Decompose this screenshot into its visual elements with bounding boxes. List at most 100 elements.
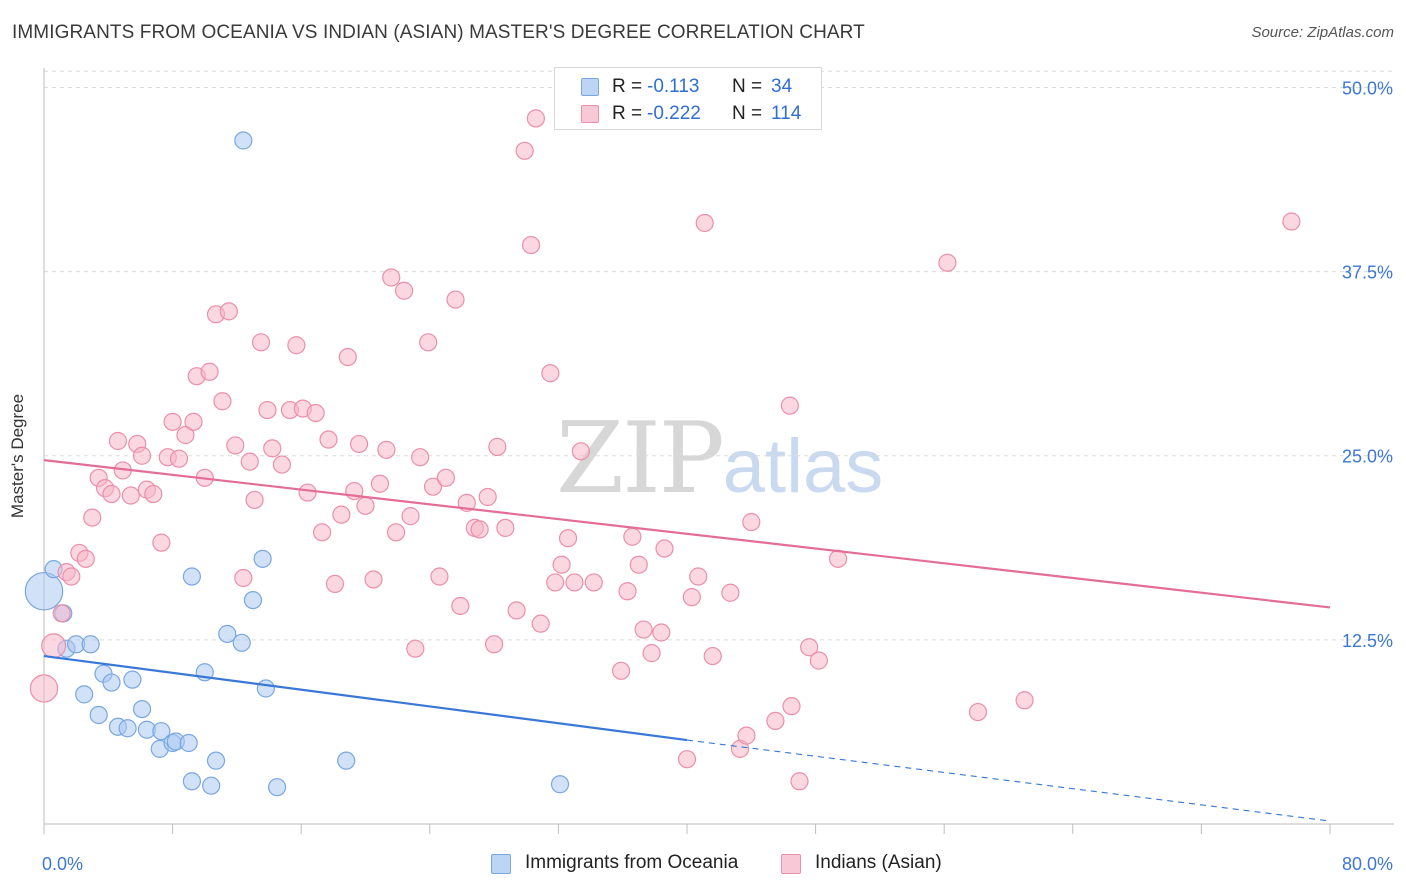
oceania-point (81, 635, 100, 654)
indian-point (515, 141, 534, 160)
oceania-point (182, 772, 201, 791)
indian-point (623, 527, 642, 546)
indian-point (423, 477, 443, 496)
oceania-point (253, 549, 272, 568)
indian-point (240, 452, 259, 471)
oceania-point (550, 775, 570, 794)
oceania-point (182, 567, 201, 586)
indian-point (558, 529, 578, 548)
indian-point (766, 711, 785, 730)
indian-point (102, 484, 121, 504)
legend-r-value: -0.113 (647, 76, 700, 97)
series-swatch-blue (491, 854, 511, 874)
legend-swatch-blue (581, 78, 599, 96)
indian-point (689, 567, 708, 586)
indian-point (169, 449, 189, 468)
axes (43, 68, 1394, 834)
oceania-point (206, 751, 226, 770)
series-label-indians: Indians (Asian) (815, 852, 942, 873)
oceania-trend-line (43, 654, 688, 742)
indian-point (132, 446, 152, 465)
indian-point (430, 567, 449, 586)
series-label-oceania: Immigrants from Oceania (525, 852, 739, 873)
indian-point (251, 333, 271, 352)
indian-point (419, 333, 438, 352)
x-tick-label: 80.0% (1342, 854, 1393, 874)
indian-point (968, 702, 988, 722)
x-tick-label: 0.0% (42, 854, 83, 874)
series-swatch-pink (781, 854, 801, 874)
indian-point (306, 403, 325, 423)
indian-point (332, 505, 351, 524)
indian-point (565, 573, 584, 592)
y-tick-label: 50.0% (1342, 78, 1393, 98)
legend-r-label: R = (612, 103, 643, 124)
indian-point (677, 750, 697, 769)
indian-point (121, 486, 140, 505)
oceania-point (24, 571, 64, 611)
oceania-point (89, 705, 108, 725)
data-points (24, 109, 1301, 797)
indian-point (394, 281, 414, 300)
oceania-point (337, 751, 356, 770)
indian-point (531, 614, 550, 633)
oceania-point (152, 722, 171, 741)
oceania-point (179, 733, 198, 753)
indian-point (29, 674, 59, 703)
oceania-point (102, 673, 121, 692)
indian-point (526, 109, 545, 128)
indian-point (695, 213, 714, 233)
oceania-point (75, 685, 94, 704)
indian-point (245, 490, 264, 510)
oceania-point (267, 778, 287, 797)
trend-lines (43, 459, 1331, 822)
oceania-point (256, 679, 275, 698)
indian-point (364, 570, 383, 589)
indian-point (780, 396, 799, 415)
indian-point (618, 582, 637, 601)
indian-point (703, 646, 722, 666)
legend-r-value: -0.222 (647, 103, 701, 124)
indian-point (737, 726, 756, 745)
indian-point (298, 483, 317, 502)
indian-point (790, 772, 809, 791)
indian-point (41, 633, 67, 659)
indian-point (629, 555, 648, 574)
oceania-point (132, 699, 152, 719)
oceania-point (118, 719, 137, 738)
indian-point (682, 588, 701, 607)
legend-n-value: 34 (771, 76, 793, 97)
indian-point (338, 347, 357, 367)
indian-point (742, 512, 761, 532)
indian-point (152, 533, 171, 552)
indian-point (655, 539, 674, 558)
indian-point (571, 442, 591, 461)
indian-point (213, 392, 232, 411)
legend-r-label: R = (612, 76, 643, 97)
tick-labels: 12.5% 25.0% 37.5% 50.0% 0.0% 80.0% (42, 78, 1393, 874)
indian-point (552, 555, 571, 574)
indian-point (584, 573, 603, 592)
indian-point (546, 573, 565, 592)
indian-point (234, 568, 253, 588)
indian-point (312, 523, 332, 542)
indian-point (83, 508, 102, 527)
oceania-point (218, 624, 237, 644)
indian-point (287, 336, 306, 355)
indian-point (319, 430, 338, 449)
indian-point (541, 364, 560, 383)
indian-point (108, 431, 128, 451)
indian-point (1015, 691, 1034, 710)
indian-point (176, 426, 195, 445)
indian-point (325, 574, 345, 593)
indian-point (356, 496, 375, 515)
indian-point (809, 651, 828, 670)
indian-point (478, 487, 497, 507)
indian-point (470, 520, 489, 539)
indian-point (1282, 212, 1301, 231)
indian-point (634, 620, 653, 639)
y-tick-label: 12.5% (1342, 631, 1393, 651)
legend-swatch-pink (581, 105, 599, 123)
indian-point (652, 623, 671, 642)
